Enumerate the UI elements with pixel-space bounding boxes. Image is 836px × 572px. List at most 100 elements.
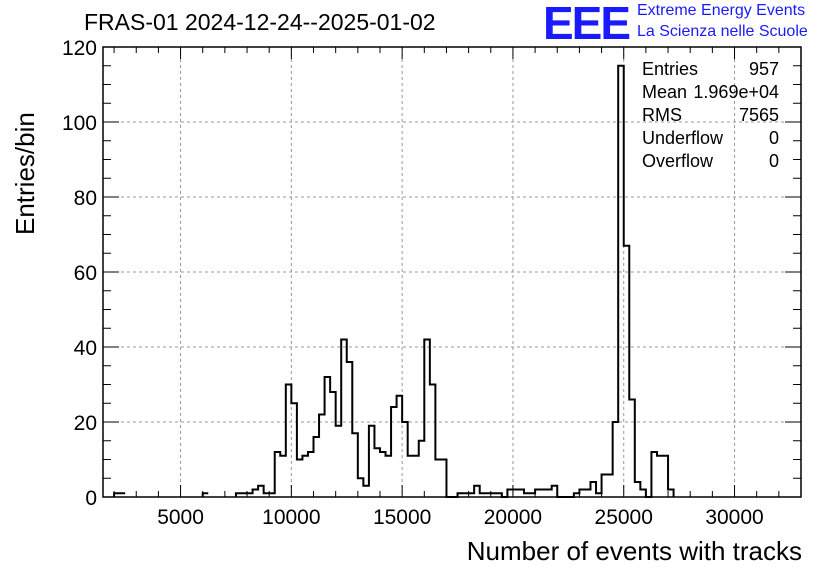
histogram-bin [629,400,635,498]
histogram-bin [391,407,397,497]
histogram-bin [374,448,380,497]
histogram-bin [253,490,259,498]
histogram-bin [408,456,414,497]
histogram-bin [297,460,303,498]
histogram-bin [314,437,320,497]
histogram-bin [518,490,524,498]
histogram-bin [369,426,375,497]
histogram-bin [114,493,120,497]
histogram-bin [596,493,602,497]
x-tick-label: 15000 [373,506,431,529]
histogram-bin [397,396,403,497]
histogram-bin [347,362,353,497]
stats-value: 1.969e+04 [693,82,779,102]
logo-subtitle-1: Extreme Energy Events [637,2,806,19]
histogram-bin [120,493,126,497]
histogram-bin [430,385,436,498]
histogram-bin [474,486,480,497]
x-tick-label: 25000 [595,506,653,529]
x-tick-label: 20000 [484,506,542,529]
histogram-bin [613,422,619,497]
histogram-bin [541,490,547,498]
histogram-bin [491,493,497,497]
histogram-bin [286,385,292,498]
histogram-bin [507,490,513,498]
histogram-bin [441,460,447,498]
stats-value: 957 [748,59,779,79]
histogram-bin [380,452,386,497]
histogram-bin [336,426,342,497]
histogram-bin [258,486,264,497]
histogram-bin [469,493,475,497]
histogram-bin [635,482,641,497]
histogram-bin [241,493,247,497]
y-tick-label: 100 [62,112,97,135]
histogram-bin [413,456,419,497]
histogram-bin [574,493,580,497]
stats-value: 7565 [738,105,779,125]
histogram-bin [668,490,674,498]
y-tick-label: 20 [74,412,97,435]
histogram-bin [435,460,441,498]
histogram-bin [424,340,430,498]
histogram-bin [247,493,253,497]
histogram-bin [590,482,596,497]
stats-label: RMS [642,105,682,125]
histogram-bin [302,456,308,497]
histogram-bin [607,475,613,498]
y-tick-label: 0 [85,487,97,510]
histogram-bin [264,493,270,497]
stats-label: Entries [642,59,699,79]
histogram-bin [602,475,608,498]
stats-label: Underflow [642,128,724,148]
histogram-bin [280,456,286,497]
histogram-bin [463,493,469,497]
y-tick-label: 80 [74,187,97,210]
histogram-bin [275,452,281,497]
histogram-bin [308,452,314,497]
histogram-bin [579,490,585,498]
histogram-bin [458,493,464,497]
histogram-bin [651,452,657,497]
logo-subtitle-2: La Scienza nelle Scuole [637,23,808,40]
histogram-bin [530,493,536,497]
histogram-bin [319,415,325,498]
eee-logo: EEE [543,0,631,49]
histogram-bin [657,456,663,497]
stats-label: Mean [642,82,688,102]
y-tick-label: 120 [62,37,97,60]
x-axis-label: Number of events with tracks [466,536,802,566]
histogram-bin [535,490,541,498]
stats-value: 0 [768,128,779,148]
histogram-bin [546,490,552,498]
histogram-bin [496,493,502,497]
y-tick-label: 40 [74,337,97,360]
histogram-bin [203,493,209,497]
histogram-bin [624,246,630,497]
histogram-bin [330,392,336,497]
stats-value: 0 [768,151,779,171]
y-tick-label: 60 [74,262,97,285]
histogram-bin [358,478,364,497]
stats-label: Overflow [642,151,714,171]
histogram-bin [663,456,669,497]
histogram-bin [386,456,392,497]
histogram-bin [513,490,519,498]
x-tick-label: 5000 [157,506,204,529]
histogram-bin [419,441,425,497]
x-tick-label: 10000 [262,506,320,529]
histogram-bin [640,490,646,498]
histogram-bin [524,493,530,497]
chart-title: FRAS-01 2024-12-24--2025-01-02 [84,9,436,35]
histogram-bin [291,403,297,497]
histogram-bin [402,422,408,497]
histogram-bin [325,377,331,497]
histogram-bin [552,486,558,497]
x-tick-label: 30000 [705,506,763,529]
histogram-bin [341,340,347,498]
histogram-bin [352,433,358,497]
histogram-bin [480,493,486,497]
histogram-bin [236,493,242,497]
histogram-bin [485,493,491,497]
